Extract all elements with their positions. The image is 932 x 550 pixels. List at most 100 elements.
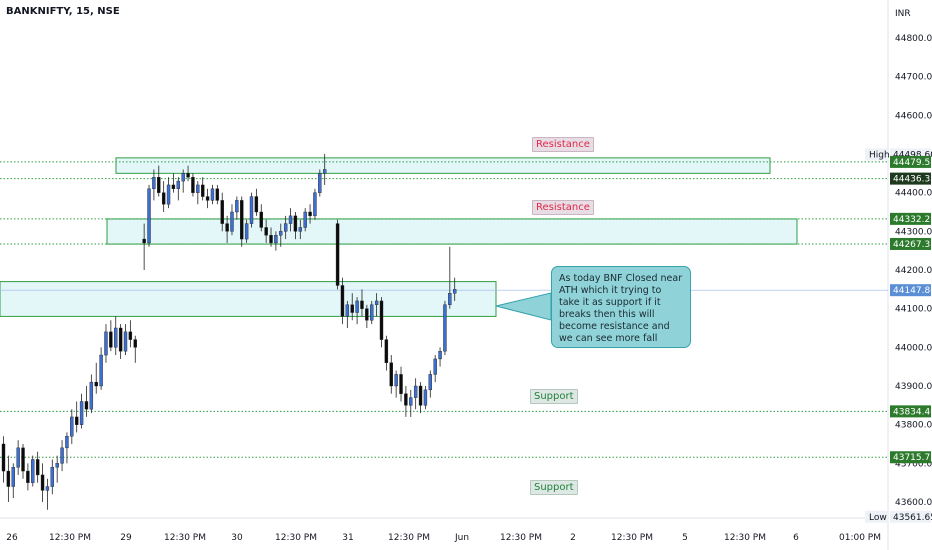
candle-body [418, 385, 423, 406]
candle-body [104, 331, 108, 356]
candle-body [433, 358, 437, 375]
symbol-header: BANKNIFTY, 15, NSE [6, 6, 120, 17]
candle-body [249, 196, 254, 224]
candle-body [196, 184, 200, 193]
x-tick-label: 26 [6, 533, 18, 543]
candle-body [370, 304, 374, 321]
candle-body [230, 211, 234, 232]
candle-body [235, 200, 239, 213]
x-tick-label: 12:30 PM [724, 533, 766, 543]
candle-body [74, 416, 79, 425]
x-tick-label: 12:30 PM [500, 533, 542, 543]
candle-body [274, 234, 278, 244]
candle-body [220, 200, 224, 224]
candle-body [6, 470, 11, 487]
candle-body [26, 470, 30, 483]
y-tick-label: 44600.00 [895, 111, 932, 121]
candle-body [453, 289, 457, 294]
candle-body [413, 385, 418, 398]
candle-body [60, 447, 64, 464]
candle-body [11, 467, 15, 487]
candle-body [161, 192, 166, 205]
candle-body [374, 300, 379, 305]
candle-body [84, 401, 89, 410]
support-label-upper: Support [530, 389, 578, 404]
price-tag-value: 44267.35 [893, 240, 932, 250]
candle-body [186, 173, 190, 178]
x-tick-label: 12:30 PM [164, 533, 206, 543]
candle-body [303, 211, 307, 228]
price-tag-box [890, 405, 931, 418]
candle-body [399, 374, 403, 394]
price-tag-caption-box [865, 510, 889, 523]
candle-body [118, 327, 123, 352]
price-tag-box [890, 212, 931, 225]
candle-body [210, 188, 215, 201]
y-tick-label: 43900.00 [895, 382, 932, 392]
price-tag-box [890, 451, 931, 464]
candle-body [355, 300, 359, 313]
y-tick-label: 43600.00 [895, 498, 932, 508]
candle-body [114, 327, 118, 348]
candle-body [298, 227, 302, 232]
candle-body [152, 176, 156, 189]
currency-label: INR [895, 9, 911, 19]
y-tick-label: 44100.00 [895, 305, 932, 315]
candle-body [205, 196, 210, 201]
candle-body [79, 401, 84, 425]
candle-body [448, 293, 452, 306]
price-tag-caption-box [865, 148, 889, 161]
y-tick-label: 43800.00 [895, 421, 932, 431]
candle-body [423, 389, 428, 406]
candle-body [318, 173, 322, 193]
candle-body [225, 223, 229, 232]
candle-body [215, 188, 220, 201]
candle-body [293, 215, 298, 232]
candle-body [109, 331, 113, 348]
price-tag-caption: Low [869, 513, 887, 523]
candle-body [264, 227, 268, 236]
candle-body [323, 169, 327, 174]
candle-body [438, 351, 442, 360]
candle-body [31, 459, 35, 483]
analysis-callout: As today BNF Closed near ATH which it tr… [551, 266, 691, 348]
candle-body [335, 223, 340, 286]
candle-body [70, 416, 74, 437]
price-tag-value: 44498.60 [893, 151, 932, 161]
price-tag-value: 44436.35 [893, 175, 932, 185]
x-tick-label: 6 [793, 533, 799, 543]
x-tick-label: 12:30 PM [388, 533, 430, 543]
candle-body [345, 304, 350, 317]
candle-body [128, 331, 133, 340]
candle-body [171, 184, 176, 190]
candle-body [360, 300, 364, 309]
candle-body [379, 300, 384, 340]
candle-body [313, 192, 317, 217]
candle-body [133, 339, 137, 348]
candle-body [269, 234, 273, 244]
price-tag-value: 44147.80 [893, 286, 932, 296]
price-tag-caption: High [869, 151, 890, 161]
candle-body [166, 184, 171, 205]
zone-box [0, 281, 497, 317]
candle-body [142, 238, 146, 244]
y-tick-label: 44400.00 [895, 189, 932, 199]
candle-body [191, 176, 195, 193]
zone-box [115, 157, 771, 174]
candle-body [40, 474, 45, 491]
x-tick-label: 01:00 PM [839, 533, 881, 543]
candle-body [340, 285, 345, 317]
y-tick-label: 44200.00 [895, 266, 932, 276]
y-tick-label: 44800.00 [895, 34, 932, 44]
candle-body [443, 304, 447, 352]
support-label-lower: Support [530, 480, 578, 495]
candle-body [200, 184, 205, 197]
price-tag-value: 43561.65 [893, 513, 932, 523]
x-tick-label: Jun [454, 533, 469, 543]
price-tag-value: 43715.75 [893, 453, 932, 463]
candle-body [240, 200, 244, 240]
x-tick-label: 29 [120, 533, 132, 543]
candle-body [45, 486, 50, 491]
price-tag-box [890, 172, 931, 185]
